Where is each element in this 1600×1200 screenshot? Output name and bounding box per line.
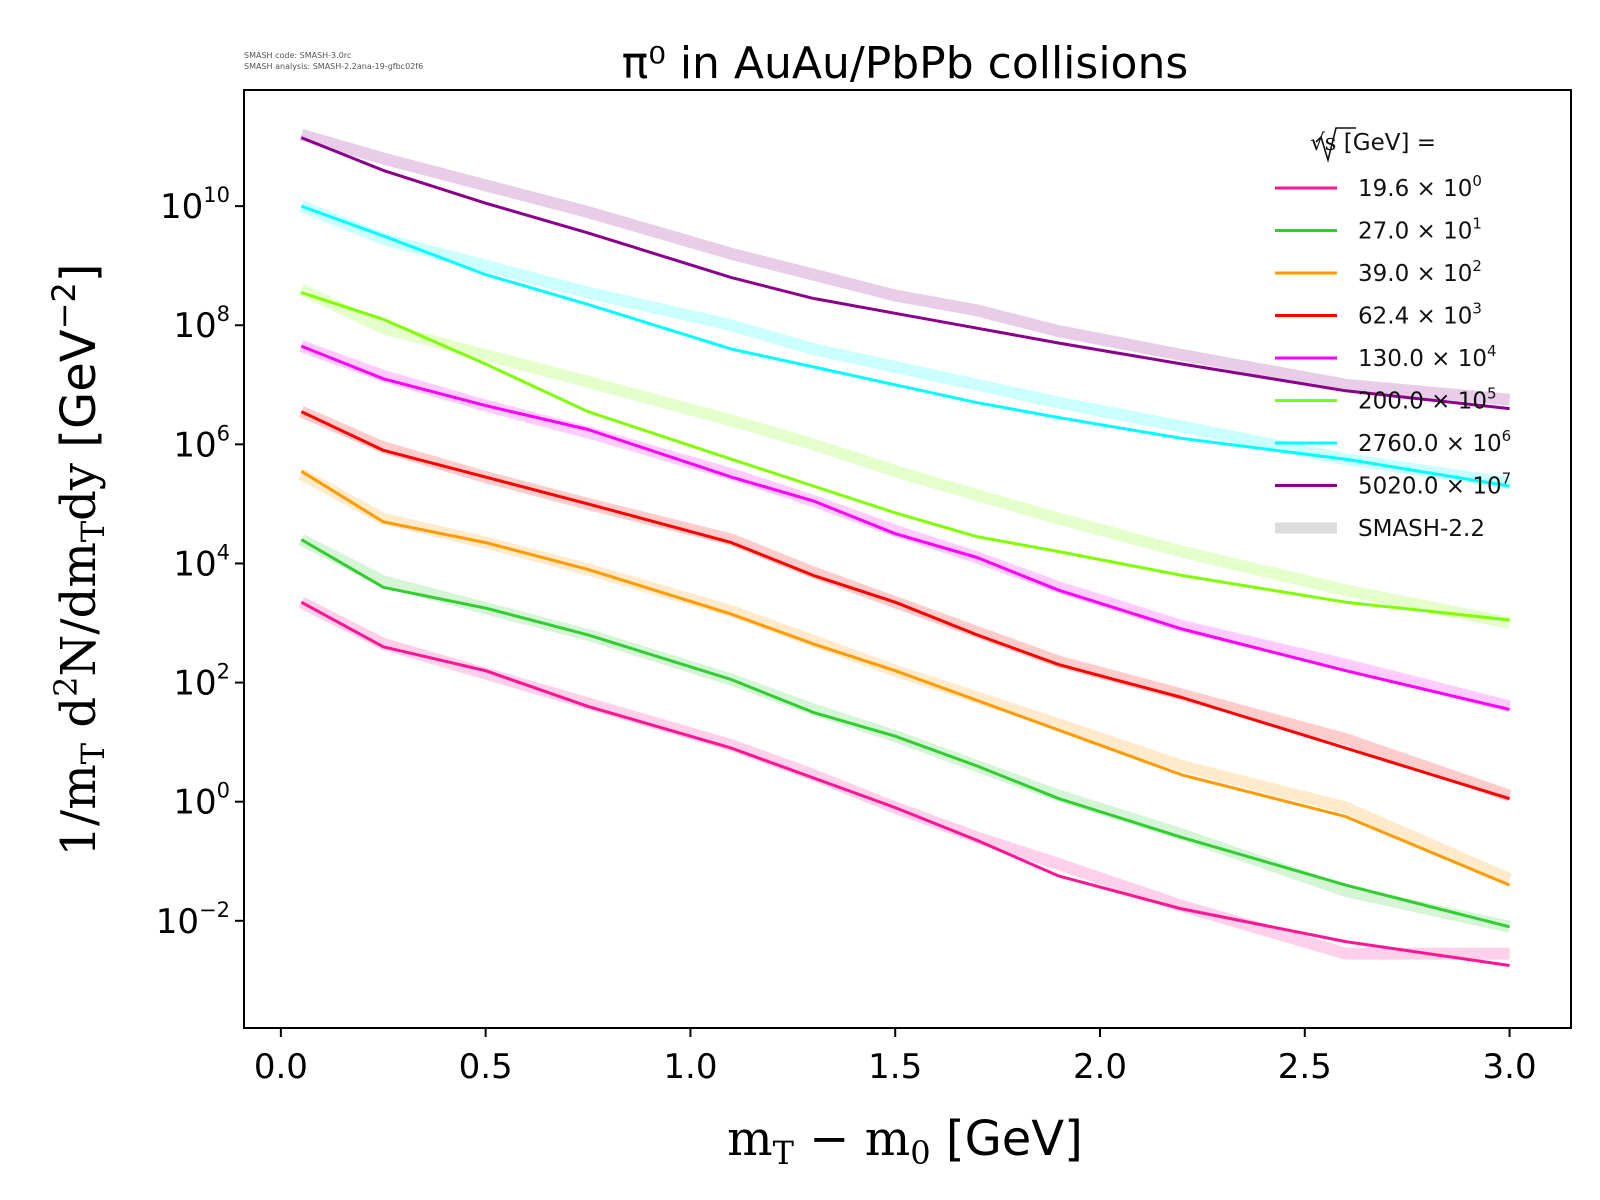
x-tick-label-2: 1.0 bbox=[663, 1047, 717, 1087]
legend-sqrt-bar bbox=[1315, 127, 1356, 163]
legend: √s [GeV] = 19.6 × 100 27.0 × 101 39.0 × 10… bbox=[1275, 127, 1511, 542]
series-line-1 bbox=[300, 538, 1510, 929]
reference-band-6 bbox=[299, 200, 1511, 490]
x-tick-label-4: 2.0 bbox=[1073, 1047, 1127, 1087]
series-line-0 bbox=[300, 600, 1510, 967]
y-tick-label-4: 106 bbox=[173, 421, 230, 465]
y-tick-label-0: 10−2 bbox=[156, 898, 230, 942]
legend-label-5: 200.0 × 105 bbox=[1358, 385, 1497, 415]
series-line-5 bbox=[300, 291, 1510, 622]
x-tick-label-0: 0.0 bbox=[254, 1047, 308, 1087]
legend-label-3: 62.4 × 103 bbox=[1358, 300, 1482, 330]
series-line-2 bbox=[300, 469, 1511, 887]
corner-text-analysis: SMASH analysis: SMASH-2.2ana-19-gfbc02f6 bbox=[244, 62, 423, 71]
corner-text-code: SMASH code: SMASH-3.0rc bbox=[244, 51, 351, 60]
x-tick-label-3: 1.5 bbox=[868, 1047, 922, 1087]
x-axis-label: mT − m0 [GeV] bbox=[727, 1111, 1083, 1172]
reference-band-7 bbox=[299, 128, 1511, 406]
x-tick-label-5: 2.5 bbox=[1278, 1047, 1332, 1087]
legend-label-reference: SMASH-2.2 bbox=[1358, 516, 1485, 542]
y-tick-label-6: 1010 bbox=[160, 183, 230, 227]
series-line-3 bbox=[300, 410, 1511, 801]
y-tick-label-5: 108 bbox=[173, 302, 230, 346]
legend-label-6: 2760.0 × 106 bbox=[1358, 427, 1511, 457]
y-axis-ticks: 10−2 100 102 104 106 108 1010 bbox=[156, 183, 244, 942]
x-axis-ticks: 0.0 0.5 1.0 1.5 2.0 2.5 3.0 bbox=[254, 1028, 1537, 1087]
legend-label-4: 130.0 × 104 bbox=[1358, 342, 1497, 372]
series-line-6 bbox=[300, 204, 1510, 488]
x-tick-label-1: 0.5 bbox=[459, 1047, 513, 1087]
series-line-4 bbox=[300, 344, 1510, 711]
y-tick-label-2: 102 bbox=[173, 660, 230, 704]
x-tick-label-6: 3.0 bbox=[1483, 1047, 1537, 1087]
series-line-7 bbox=[300, 136, 1510, 411]
y-axis-label: 1/mT d2N/dmTdy [GeV−2] bbox=[45, 264, 112, 857]
legend-title: √s [GeV] = bbox=[1310, 130, 1436, 156]
legend-label-1: 27.0 × 101 bbox=[1358, 215, 1482, 245]
y-tick-label-1: 100 bbox=[173, 779, 230, 823]
reference-bands bbox=[298, 128, 1512, 960]
plot-frame bbox=[243, 89, 1572, 1029]
reference-band-5 bbox=[298, 284, 1511, 629]
legend-label-0: 19.6 × 100 bbox=[1358, 172, 1482, 202]
y-tick-label-3: 104 bbox=[173, 540, 230, 584]
legend-label-7: 5020.0 × 107 bbox=[1358, 470, 1511, 500]
chart-title: π⁰ in AuAu/PbPb collisions bbox=[622, 38, 1189, 89]
legend-label-2: 39.0 × 102 bbox=[1358, 257, 1482, 287]
series-lines bbox=[300, 136, 1511, 967]
